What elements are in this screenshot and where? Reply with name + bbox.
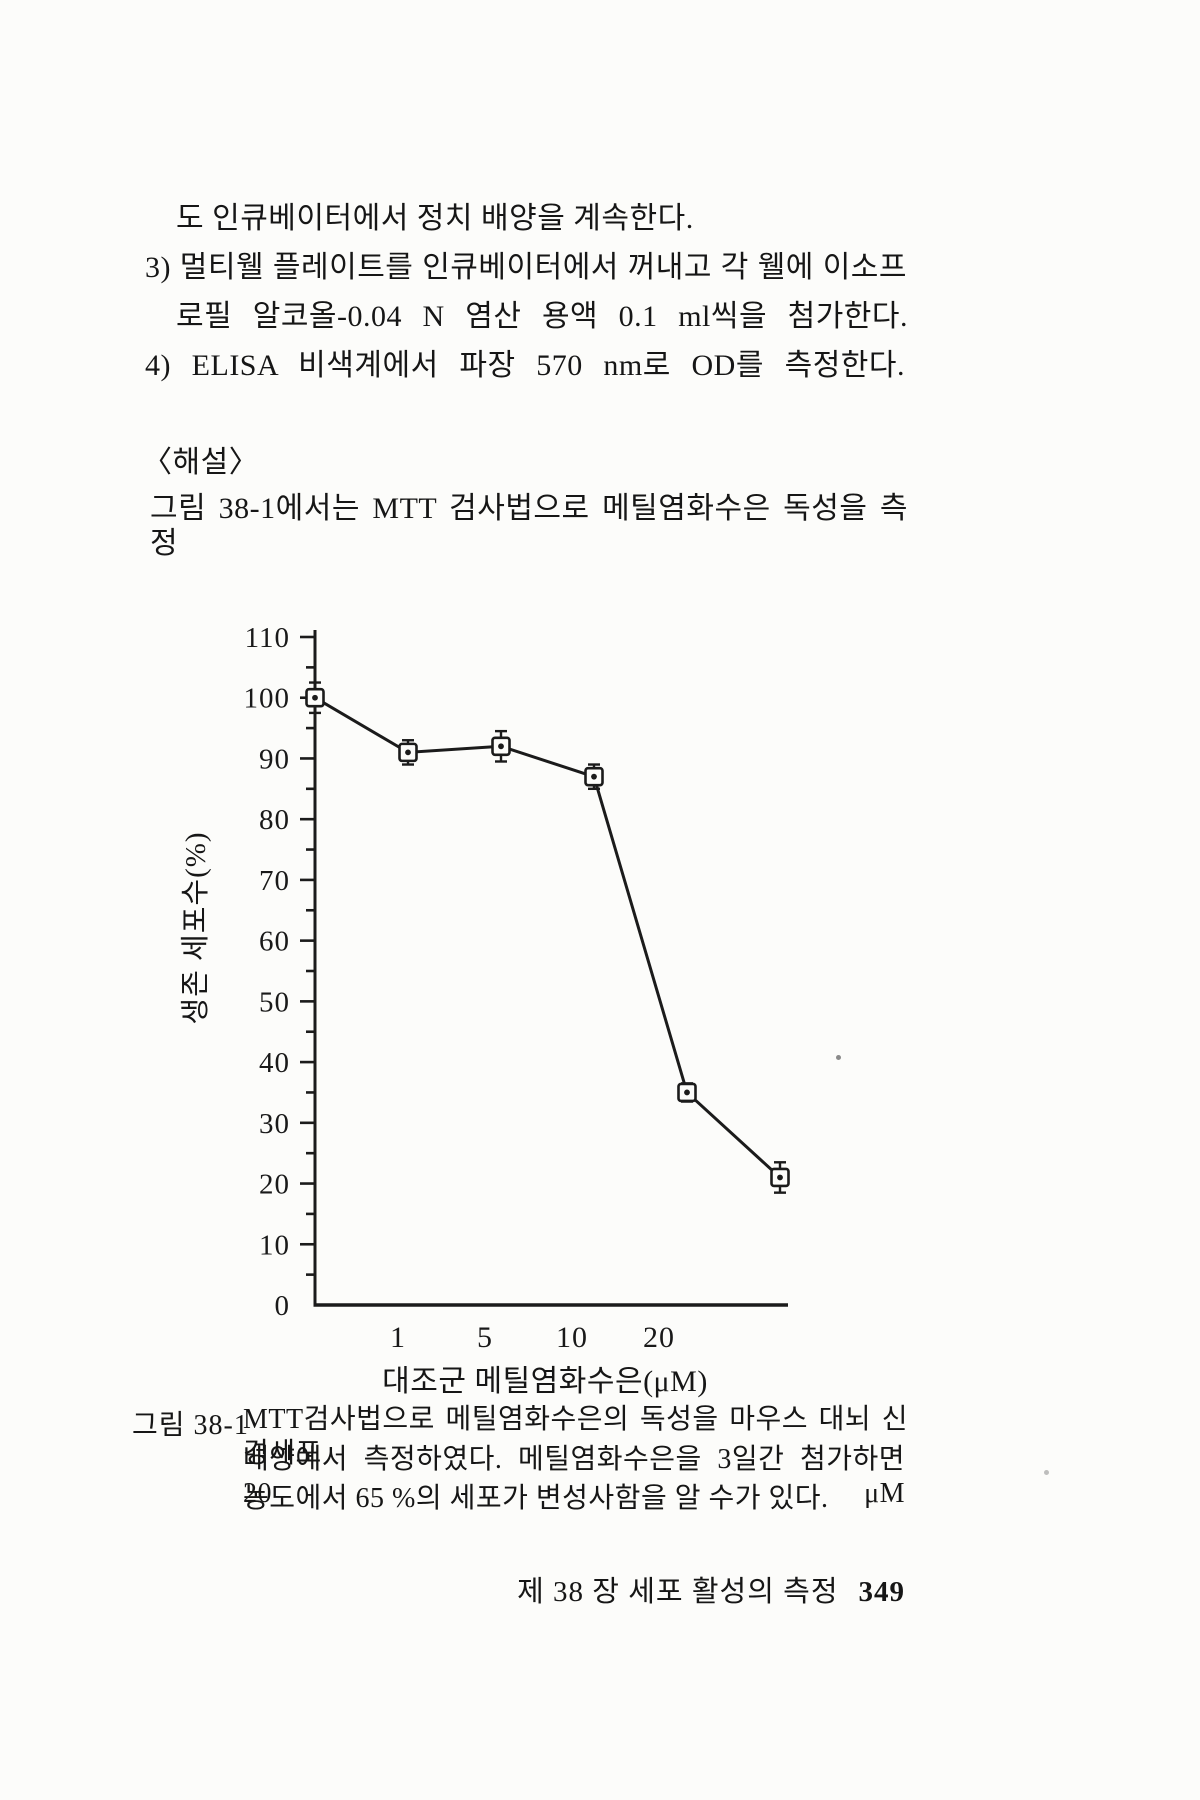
- x-tick-label: 1: [390, 1321, 406, 1354]
- y-tick-label: 0: [275, 1290, 291, 1322]
- data-marker-dot: [498, 743, 504, 750]
- data-marker-dot: [684, 1089, 690, 1096]
- y-tick-label: 60: [259, 926, 290, 958]
- x-tick-label: 10: [556, 1321, 588, 1354]
- y-tick-label: 40: [259, 1047, 290, 1079]
- figure-caption-line-3: 농도에서 65 %의 세포가 변성사함을 알 수가 있다.: [243, 1483, 829, 1514]
- body-text-line-5: 그림 38-1에서는 MTT 검사법으로 메틸염화수은 독성을 측정: [150, 492, 908, 560]
- y-axis-label: 생존 세포수(%): [180, 831, 212, 1025]
- y-tick-label: 30: [259, 1108, 290, 1140]
- y-tick-label: 10: [259, 1229, 290, 1261]
- figure-caption-line-2: 배양에서 측정하였다. 메틸염화수은을 3일간 첨가하면 20 μM: [243, 1444, 905, 1509]
- figure-caption-label: 그림 38-1: [132, 1410, 249, 1441]
- y-tick-label: 20: [259, 1169, 290, 1201]
- figure-caption-line-1: MTT검사법으로 메틸염화수은의 독성을 마우스 대뇌 신경세포: [243, 1404, 908, 1469]
- x-tick-label: 20: [643, 1321, 675, 1354]
- y-tick-label: 110: [245, 622, 290, 654]
- body-text-line-3: 로필 알코올-0.04 N 염산 용액 0.1 ml씩을 첨가한다.: [176, 300, 908, 333]
- data-marker-dot: [312, 694, 318, 701]
- footer-chapter-title: 제 38 장 세포 활성의 측정: [517, 1576, 839, 1608]
- data-line: [314, 696, 782, 1179]
- body-text-line-4: 4) ELISA 비색계에서 파장 570 nm로 OD를 측정한다.: [145, 349, 905, 382]
- data-marker-dot: [591, 773, 597, 780]
- explanation-heading: 〈해설〉: [142, 446, 260, 479]
- page-footer: 제 38 장 세포 활성의 측정 349: [517, 1568, 905, 1610]
- data-marker-dot: [405, 749, 411, 756]
- footer-page-number: 349: [858, 1576, 905, 1608]
- data-marker-dot: [777, 1174, 783, 1181]
- y-tick-label: 50: [259, 986, 290, 1018]
- x-axis-label: 대조군 메틸염화수은(μM): [382, 1365, 708, 1398]
- x-tick-label: 5: [477, 1321, 493, 1354]
- body-text-line-1: 도 인큐베이터에서 정치 배양을 계속한다.: [176, 202, 694, 235]
- scan-speck: [836, 1055, 841, 1060]
- y-tick-label: 70: [259, 865, 290, 897]
- y-tick-label: 90: [259, 743, 290, 775]
- y-tick-label: 80: [259, 804, 290, 836]
- y-tick-label: 100: [244, 683, 291, 715]
- scan-speck: [1044, 1470, 1049, 1475]
- body-text-line-2: 3) 멀티웰 플레이트를 인큐베이터에서 꺼내고 각 웰에 이소프: [145, 251, 907, 284]
